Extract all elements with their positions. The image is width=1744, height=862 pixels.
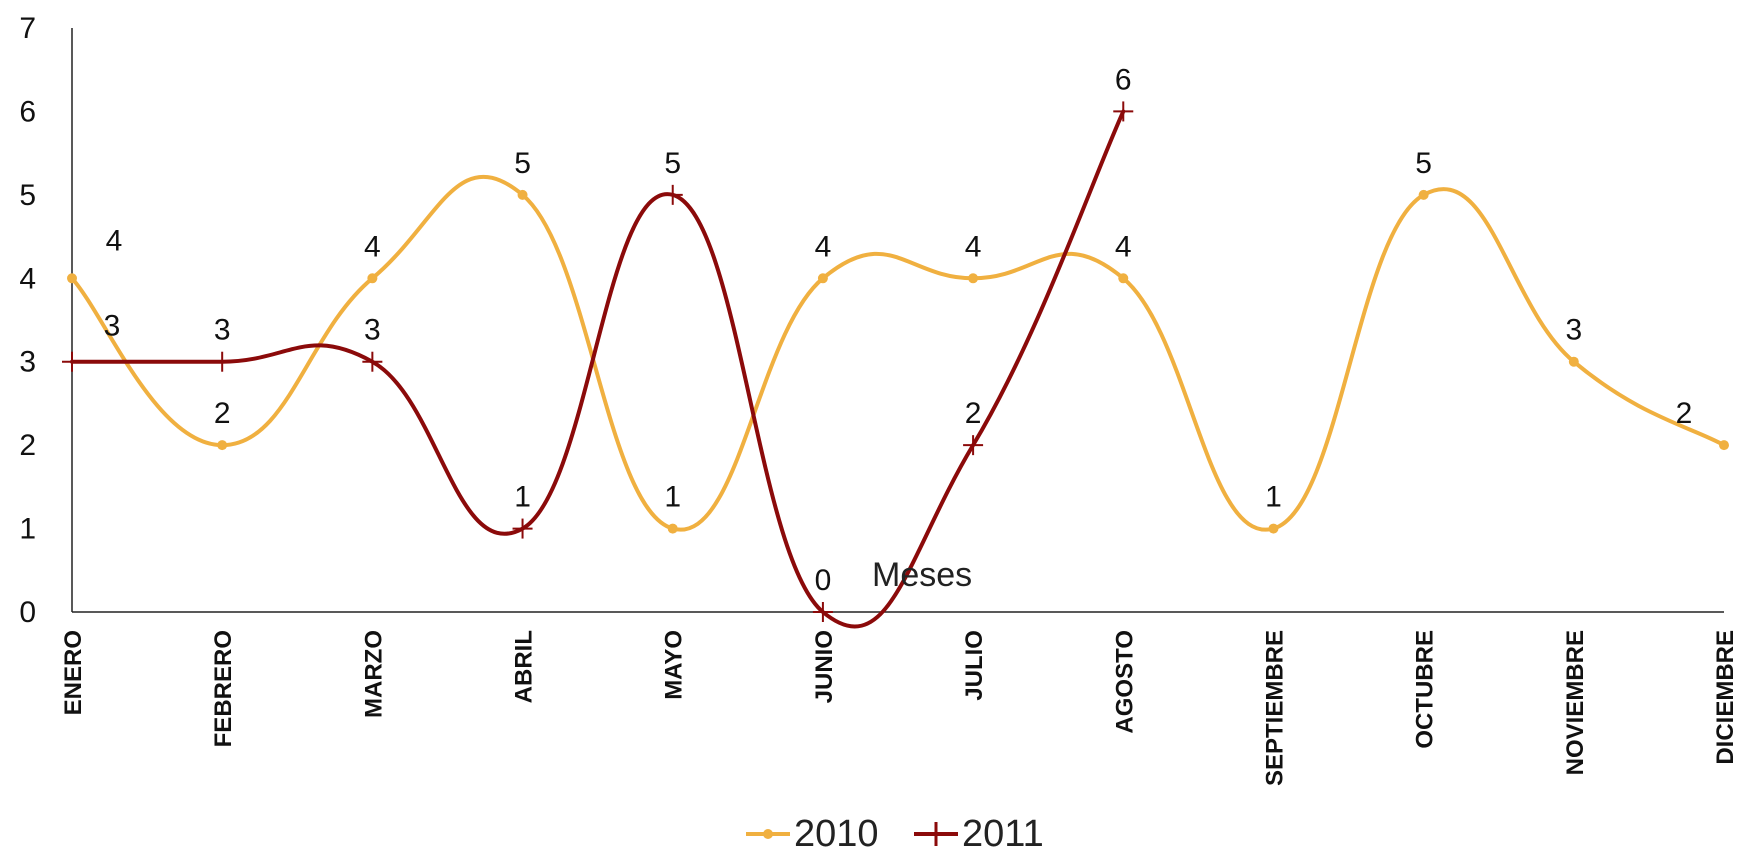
data-label-2011: 5: [664, 147, 681, 180]
axes: [71, 28, 1724, 613]
point-2010: [1268, 523, 1279, 534]
legend-marker: [763, 829, 773, 839]
point-2010: [667, 523, 678, 534]
data-label-2010: 5: [514, 147, 531, 180]
data-label-2010: 4: [965, 230, 982, 263]
point-2010: [1568, 356, 1579, 367]
x-tick-label: JULIO: [961, 630, 988, 701]
point-2010: [1418, 189, 1429, 200]
x-tick-label: MARZO: [360, 630, 387, 718]
data-label-2011: 6: [1115, 63, 1132, 96]
y-tick-label: 6: [19, 95, 36, 128]
x-tick-label: DICIEMBRE: [1712, 630, 1739, 765]
legend-label: 2010: [794, 813, 879, 855]
data-label-2010: 4: [815, 230, 832, 263]
x-tick-label: ENERO: [60, 630, 87, 715]
y-tick-label: 4: [19, 262, 36, 295]
data-label-2011: 2: [965, 397, 982, 430]
series-line-2011: [70, 109, 1126, 629]
x-tick-label: NOVIEMBRE: [1562, 630, 1589, 775]
data-label-2010: 1: [664, 481, 681, 514]
y-tick-label: 0: [19, 596, 36, 629]
legend-item-2010: 2010: [746, 813, 879, 855]
point-2011: [362, 351, 383, 372]
data-label-2011: 0: [815, 564, 832, 597]
x-tick-label: JUNIO: [811, 630, 838, 703]
point-2010: [367, 273, 378, 284]
data-label-2010: 1: [1265, 481, 1282, 514]
point-2010: [67, 273, 77, 284]
data-label-2010: 3: [1565, 314, 1582, 347]
y-tick-label: 3: [19, 346, 36, 379]
axis-annotation: Meses: [872, 556, 972, 594]
y-tick-label: 1: [19, 513, 36, 546]
data-label-2010: 4: [1115, 230, 1132, 263]
series-line-2010: [70, 174, 1726, 532]
point-2010: [217, 440, 228, 451]
data-labels: 4 2 4 5 1 4 4 4 1 5 3 2 3 3 3 1 5 0 2 6: [104, 63, 1693, 597]
data-label-2010: 5: [1415, 147, 1432, 180]
y-tick-label: 7: [19, 12, 36, 45]
x-tick-label: MAYO: [661, 630, 688, 700]
point-2011: [812, 602, 833, 622]
point-2011: [963, 435, 984, 456]
data-label-2011: 3: [364, 314, 381, 347]
y-tick-label: 2: [19, 429, 36, 462]
data-label-2010: 4: [106, 224, 123, 257]
legend: 2010 2011: [746, 813, 1044, 855]
y-tick-label: 5: [19, 179, 36, 212]
x-tick-labels: ENERO FEBRERO MARZO ABRIL MAYO JUNIO JULIO AGOS…: [60, 630, 1739, 786]
series-layer: [62, 101, 1729, 629]
data-label-2011: 3: [214, 314, 231, 347]
legend-label: 2011: [962, 813, 1044, 855]
x-tick-label: ABRIL: [511, 630, 538, 703]
point-2011: [212, 351, 233, 372]
point-2011: [662, 184, 683, 205]
x-tick-label: SEPTIEMBRE: [1261, 630, 1288, 786]
x-tick-label: FEBRERO: [210, 630, 237, 747]
point-2010: [1719, 440, 1729, 451]
data-label-2011: 1: [514, 481, 531, 514]
point-2011: [1113, 101, 1134, 122]
data-label-2010: 2: [214, 397, 231, 430]
x-tick-label: AGOSTO: [1111, 630, 1138, 734]
legend-item-2011: 2011: [914, 813, 1044, 855]
data-label-2011: 3: [104, 310, 121, 343]
point-2010: [517, 189, 528, 200]
y-tick-labels: 0 1 2 3 4 5 6 7: [19, 12, 36, 629]
point-2010: [968, 273, 979, 284]
point-2011: [62, 351, 82, 372]
point-2010: [1118, 273, 1129, 284]
data-label-2010: 4: [364, 230, 381, 263]
data-label-2010: 2: [1676, 397, 1693, 430]
point-2010: [817, 273, 828, 284]
point-2011: [512, 518, 533, 539]
x-tick-label: OCTUBRE: [1412, 630, 1439, 749]
